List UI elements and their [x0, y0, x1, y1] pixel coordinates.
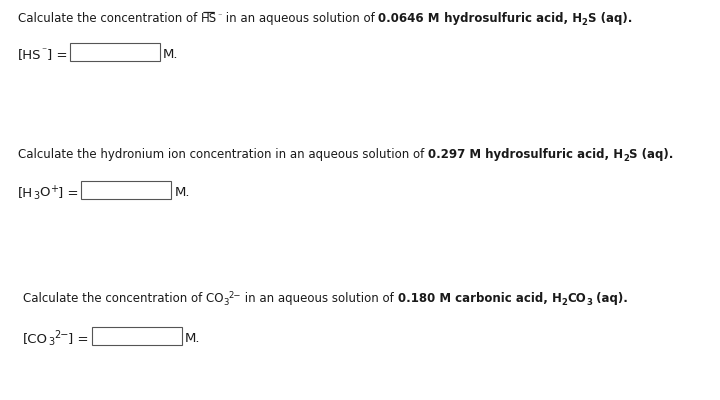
Text: hydrosulfuric acid, H: hydrosulfuric acid, H [481, 148, 624, 161]
Text: [H: [H [18, 186, 33, 199]
Text: Calculate the concentration of CO: Calculate the concentration of CO [23, 292, 223, 305]
Text: HS: HS [201, 12, 217, 25]
Text: Calculate the concentration of: Calculate the concentration of [18, 12, 201, 25]
Text: ⁻: ⁻ [217, 11, 222, 20]
Text: ] =: ] = [68, 332, 89, 345]
Text: O: O [40, 186, 50, 199]
Text: (aq).: (aq). [593, 292, 629, 305]
Text: 0.180 M: 0.180 M [398, 292, 451, 305]
Text: 2: 2 [624, 154, 629, 163]
Text: M.: M. [174, 186, 190, 199]
Text: Calculate the hydronium ion concentration in an aqueous solution of: Calculate the hydronium ion concentratio… [18, 148, 428, 161]
Text: 3: 3 [587, 298, 593, 307]
Text: M.: M. [185, 332, 200, 345]
Text: 3: 3 [223, 298, 229, 307]
Text: 0.0646 M: 0.0646 M [378, 12, 440, 25]
Text: 2−: 2− [54, 330, 68, 340]
Text: +: + [50, 184, 58, 194]
Text: 3: 3 [33, 191, 40, 201]
Text: 2: 2 [582, 18, 588, 27]
Text: ⁻: ⁻ [42, 46, 47, 56]
Text: 0.297 M: 0.297 M [428, 148, 481, 161]
Text: in an aqueous solution of: in an aqueous solution of [222, 12, 378, 25]
Text: ] =: ] = [47, 48, 67, 61]
Text: 2−: 2− [229, 291, 241, 300]
Text: ] =: ] = [58, 186, 78, 199]
Text: 3: 3 [48, 337, 54, 347]
Text: S (aq).: S (aq). [629, 148, 673, 161]
Text: hydrosulfuric acid, H: hydrosulfuric acid, H [440, 12, 582, 25]
Text: 2: 2 [562, 298, 568, 307]
Text: in an aqueous solution of: in an aqueous solution of [241, 292, 398, 305]
Text: M.: M. [163, 48, 179, 61]
Text: carbonic acid, H: carbonic acid, H [451, 292, 562, 305]
Text: CO: CO [568, 292, 587, 305]
Text: [CO: [CO [23, 332, 48, 345]
Text: [HS: [HS [18, 48, 42, 61]
Text: S (aq).: S (aq). [588, 12, 632, 25]
